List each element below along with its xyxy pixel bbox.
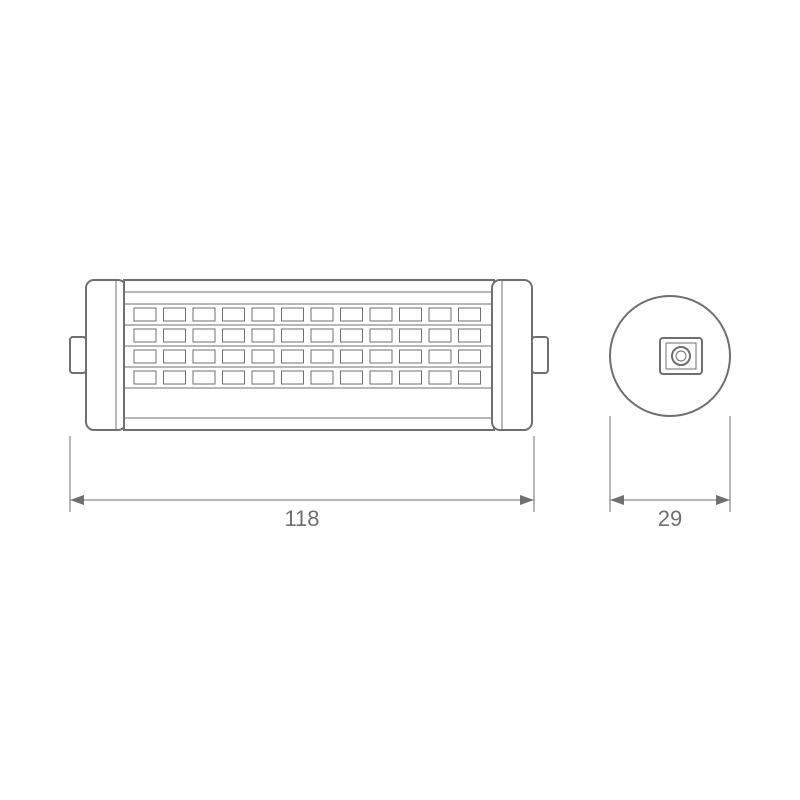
diameter-dimension-label: 29 — [658, 506, 682, 531]
drawing-svg: 118 29 — [0, 0, 800, 800]
technical-drawing: 118 29 — [0, 0, 800, 800]
side-view — [70, 280, 548, 430]
end-view — [610, 296, 730, 416]
length-dimension-label: 118 — [284, 506, 319, 531]
